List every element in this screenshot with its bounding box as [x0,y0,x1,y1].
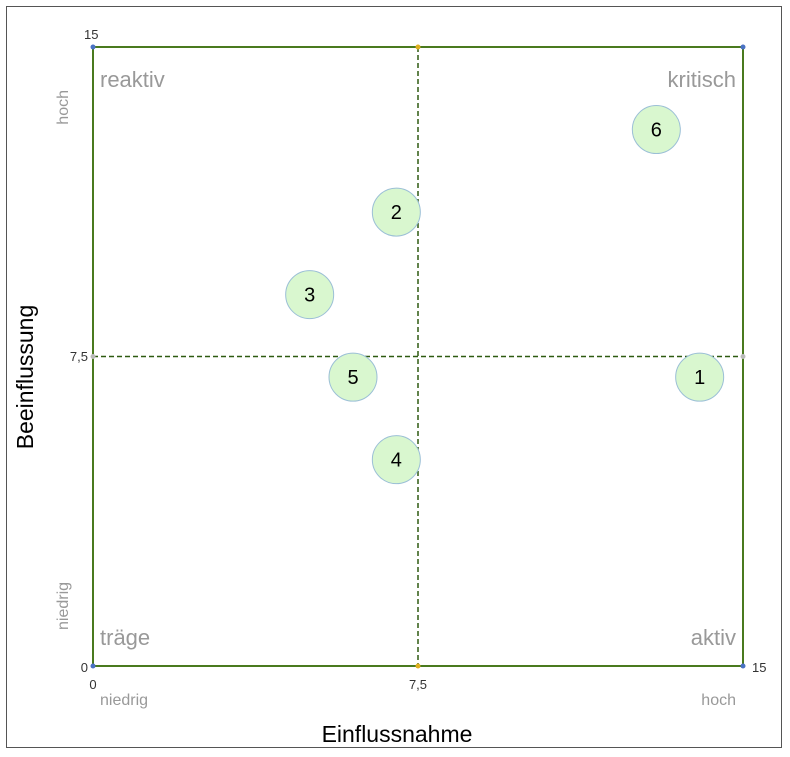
mid-dot-left [90,354,96,359]
y-tick-label-mid: 7,5 [70,349,88,364]
y-axis-title: Beeinflussung [12,305,38,450]
data-point-marker [371,187,421,237]
y-tick-label-max: 15 [84,27,98,42]
data-point-4: 4 [371,435,421,485]
mid-dot-right [740,354,746,359]
corner-dot-bottom-right [740,663,746,669]
chart-frame [6,6,782,748]
data-point-5: 5 [328,352,378,402]
data-point-label: 5 [347,367,358,389]
data-point-label: 6 [651,120,662,142]
data-point-marker [675,352,725,402]
y-range-label-low: niedrig [55,582,72,630]
data-point-label: 2 [391,202,402,224]
data-point-marker [328,352,378,402]
data-point-marker [371,435,421,485]
quadrant-label-bottom-right: aktiv [691,625,736,650]
data-point-1: 1 [675,352,725,402]
y-tick-label-0: 0 [81,660,88,675]
quadrant-label-bottom-left: träge [100,625,150,650]
x-tick-label-mid: 7,5 [409,677,427,692]
corner-dot-bottom-left [90,663,96,669]
data-point-label: 3 [304,285,315,307]
data-point-6: 6 [631,105,681,155]
data-point-2: 2 [371,187,421,237]
data-point-label: 4 [391,450,402,472]
mid-dot-bottom [415,663,421,669]
data-point-label: 1 [694,367,705,389]
quadrant-label-top-right: kritisch [668,67,736,92]
y-range-label-high: hoch [55,90,72,125]
data-point-3: 3 [285,270,335,320]
data-point-marker [285,270,335,320]
x-range-label-high: hoch [701,692,736,709]
x-tick-label-max: 15 [752,660,766,675]
corner-dot-top-right [740,44,746,50]
axis-marker-dots [90,44,746,669]
x-axis-title: Einflussnahme [322,721,473,747]
corner-dot-top-left [90,44,96,50]
x-tick-label-0: 0 [89,677,96,692]
mid-dot-top [415,44,421,50]
x-range-label-low: niedrig [100,692,148,709]
quadrant-label-top-left: reaktiv [100,67,165,92]
data-points: 1 2 3 4 5 6 [285,105,725,485]
data-point-marker [631,105,681,155]
